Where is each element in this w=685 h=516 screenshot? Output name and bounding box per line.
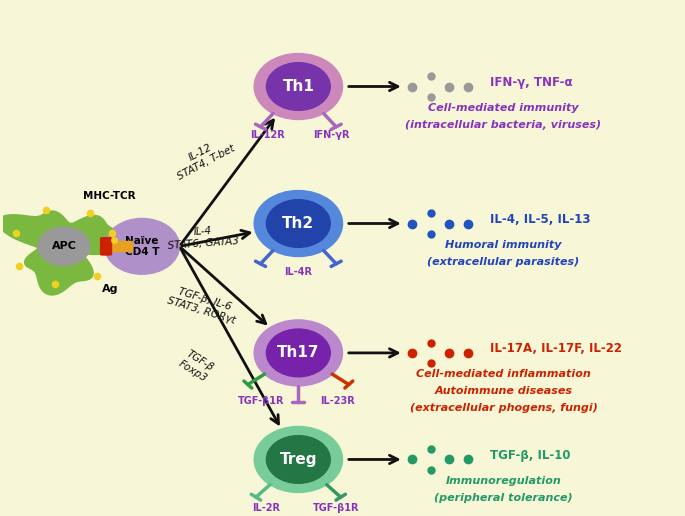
Text: IL-2R: IL-2R <box>251 503 279 513</box>
Circle shape <box>266 62 330 110</box>
Text: (intracellular bacteria, viruses): (intracellular bacteria, viruses) <box>406 120 601 130</box>
Bar <box>110 241 132 251</box>
Text: MHC-TCR: MHC-TCR <box>84 191 136 201</box>
Text: Th2: Th2 <box>282 216 314 231</box>
Text: Treg: Treg <box>279 452 317 467</box>
Circle shape <box>254 54 342 120</box>
Text: IL-4
STAT6, GATA3: IL-4 STAT6, GATA3 <box>167 223 240 251</box>
Text: TGF-β, IL-10: TGF-β, IL-10 <box>490 449 571 462</box>
Text: APC: APC <box>51 241 76 251</box>
Text: TGF-β
Foxp3: TGF-β Foxp3 <box>177 348 216 383</box>
Circle shape <box>266 436 330 483</box>
Text: IL-17A, IL-17F, IL-22: IL-17A, IL-17F, IL-22 <box>490 342 622 356</box>
Circle shape <box>266 329 330 377</box>
Text: Immunoregulation: Immunoregulation <box>446 476 562 486</box>
FancyBboxPatch shape <box>101 238 112 255</box>
Text: IL-12
STAT4, T-bet: IL-12 STAT4, T-bet <box>170 133 236 182</box>
Text: IL-12R: IL-12R <box>251 130 285 140</box>
Text: Autoimmune diseases: Autoimmune diseases <box>434 386 573 396</box>
Text: IL-4R: IL-4R <box>284 267 312 277</box>
Text: Cell-mediated inflammation: Cell-mediated inflammation <box>416 369 591 379</box>
Text: Cell-mediated immunity: Cell-mediated immunity <box>428 103 579 113</box>
Text: TGF-β, IL-6
STAT3, RORγt: TGF-β, IL-6 STAT3, RORγt <box>166 284 240 326</box>
Text: Th17: Th17 <box>277 345 320 360</box>
Text: IFN-γR: IFN-γR <box>312 130 349 140</box>
Text: TGF-β1R: TGF-β1R <box>238 396 284 406</box>
Circle shape <box>105 218 179 274</box>
Text: (peripheral tolerance): (peripheral tolerance) <box>434 493 573 503</box>
Text: (extracellular phogens, fungi): (extracellular phogens, fungi) <box>410 402 597 413</box>
Text: Naïve
CD4 T: Naïve CD4 T <box>125 235 160 257</box>
Text: IFN-γ, TNF-α: IFN-γ, TNF-α <box>490 76 573 89</box>
Text: IL-4, IL-5, IL-13: IL-4, IL-5, IL-13 <box>490 213 590 226</box>
Circle shape <box>254 320 342 386</box>
Text: Th1: Th1 <box>282 79 314 94</box>
Circle shape <box>254 427 342 492</box>
Circle shape <box>266 200 330 247</box>
Text: Ag: Ag <box>101 284 118 295</box>
Text: Humoral immunity: Humoral immunity <box>445 240 562 250</box>
Text: IL-23R: IL-23R <box>321 396 355 406</box>
Text: TGF-β1R: TGF-β1R <box>312 503 359 513</box>
Polygon shape <box>0 211 135 295</box>
Circle shape <box>38 227 90 266</box>
Text: (extracellular parasites): (extracellular parasites) <box>427 256 580 267</box>
Circle shape <box>254 190 342 256</box>
